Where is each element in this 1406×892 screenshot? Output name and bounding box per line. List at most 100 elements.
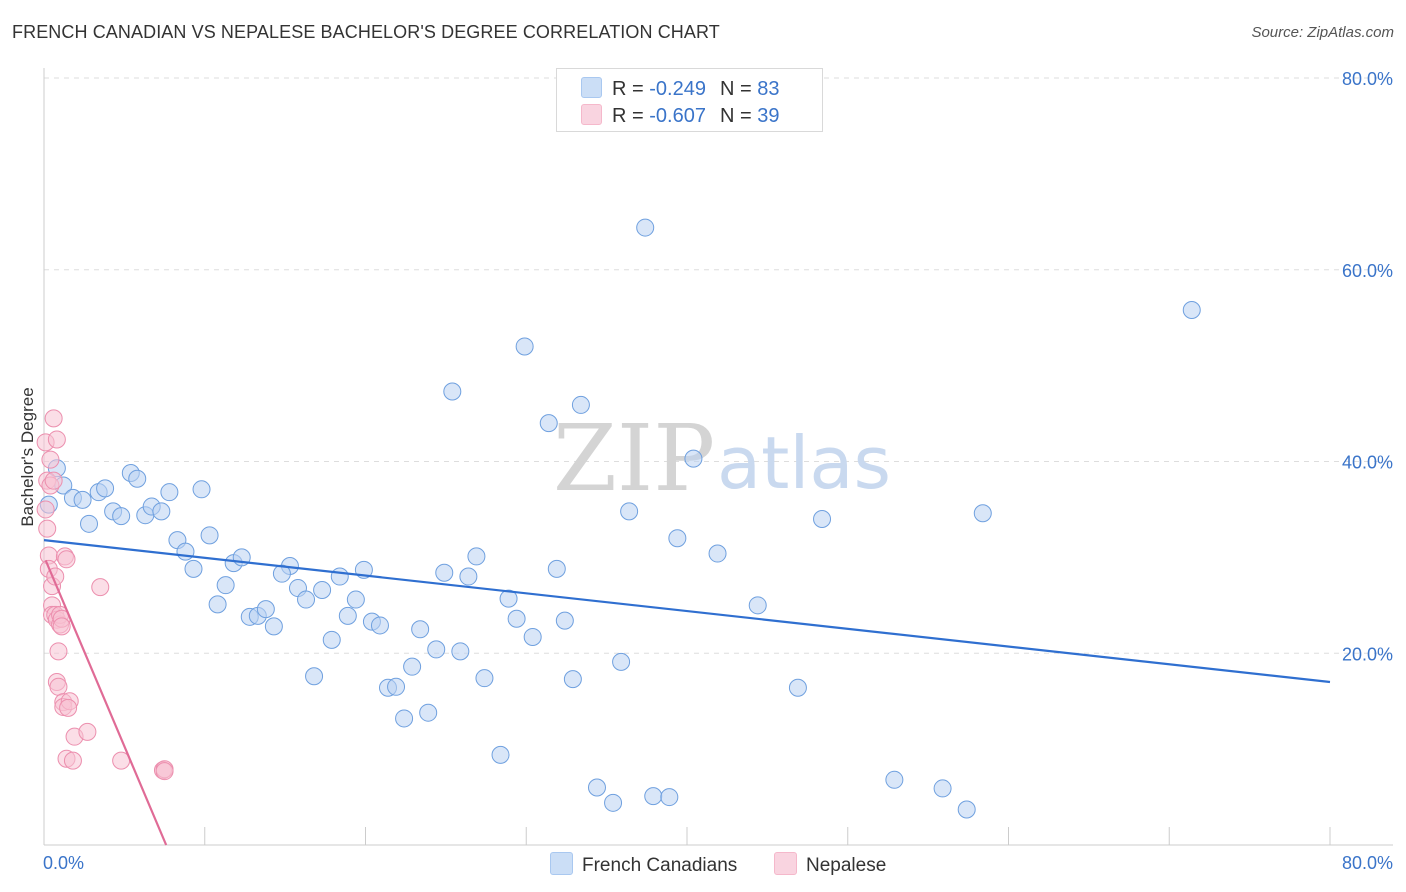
data-point: [305, 667, 324, 686]
legend-r-value: -0.607: [649, 105, 706, 127]
data-point: [491, 745, 510, 764]
data-point: [539, 414, 558, 433]
watermark: ZIP atlas: [553, 405, 891, 512]
data-point: [395, 709, 414, 728]
legend-r-label: R =: [612, 105, 650, 127]
y-tick-label: 20.0%: [1342, 644, 1393, 664]
data-point: [313, 580, 332, 599]
bottom-legend-swatch-blue: [550, 852, 573, 875]
data-point: [419, 703, 438, 722]
legend-n-label: N =: [719, 105, 758, 127]
data-point: [80, 514, 99, 533]
data-point: [59, 698, 78, 717]
data-point: [112, 507, 131, 526]
data-point: [387, 677, 406, 696]
legend-n-value: 39: [757, 105, 780, 127]
data-point: [52, 617, 71, 636]
y-axis-title: Bachelor's Degree: [18, 387, 37, 526]
data-point: [571, 395, 590, 414]
data-point: [644, 787, 663, 806]
data-point: [184, 559, 203, 578]
data-point: [44, 471, 63, 490]
source-label: Source: ZipAtlas.com: [1251, 24, 1394, 41]
data-point: [44, 409, 63, 428]
series-0: [39, 218, 1201, 819]
data-point: [885, 770, 904, 789]
data-point: [49, 642, 68, 661]
data-point: [411, 620, 430, 639]
data-point: [708, 544, 727, 563]
data-point: [152, 502, 171, 521]
legend-n-label: N =: [719, 78, 758, 100]
data-point: [155, 762, 174, 781]
data-point: [957, 800, 976, 819]
legend-swatch-blue: [581, 77, 602, 98]
grid-lines: [44, 77, 1393, 654]
bottom-legend-nepalese: Nepalese: [774, 852, 886, 877]
data-point: [128, 469, 147, 488]
data-point: [78, 722, 97, 741]
data-point: [403, 657, 422, 676]
x-tick-label: 80.0%: [1342, 853, 1393, 873]
data-point: [200, 526, 219, 545]
data-point: [587, 778, 606, 797]
data-point: [523, 627, 542, 646]
y-tick-label: 60.0%: [1342, 261, 1393, 281]
y-tick-label: 40.0%: [1342, 453, 1393, 473]
data-point: [620, 502, 639, 521]
bottom-legend-french-canadians: French Canadians: [550, 852, 737, 877]
data-point: [636, 218, 655, 237]
data-point: [330, 567, 349, 586]
chart-title: FRENCH CANADIAN VS NEPALESE BACHELOR'S D…: [12, 22, 720, 42]
data-point: [467, 547, 486, 566]
data-point: [427, 640, 446, 659]
data-point: [973, 504, 992, 523]
data-point: [36, 500, 55, 519]
data-point: [748, 596, 767, 615]
data-point: [370, 616, 389, 635]
data-point: [555, 611, 574, 630]
data-point: [91, 578, 110, 597]
tick-labels: 20.0% 40.0% 60.0% 80.0% 0.0% 80.0%: [43, 69, 1393, 873]
data-point: [264, 617, 283, 636]
data-point: [443, 382, 462, 401]
trend-lines: [43, 539, 1331, 846]
data-point: [346, 590, 365, 609]
legend-swatch-pink: [581, 104, 602, 125]
data-point: [297, 590, 316, 609]
bottom-legend-label: French Canadians: [582, 855, 738, 876]
data-point: [63, 751, 82, 770]
data-point: [160, 483, 179, 502]
legend-row-french-canadians: R = -0.249 N = 83: [581, 77, 779, 103]
data-point: [604, 793, 623, 812]
data-point: [57, 550, 76, 569]
data-point: [451, 642, 470, 661]
data-point: [660, 788, 679, 807]
data-points: [36, 218, 1201, 819]
data-point: [1182, 301, 1201, 320]
data-point: [933, 779, 952, 798]
series-1: [36, 409, 174, 781]
data-point: [176, 542, 195, 561]
data-point: [216, 576, 235, 595]
x-tick-label: 0.0%: [43, 853, 84, 873]
data-point: [547, 559, 566, 578]
trend-line: [44, 559, 168, 846]
watermark-atlas: atlas: [717, 421, 891, 505]
legend-r-label: R =: [612, 78, 650, 100]
legend-r-value: -0.249: [649, 78, 706, 100]
bottom-legend-swatch-pink: [774, 852, 797, 875]
data-point: [459, 567, 478, 586]
data-point: [563, 670, 582, 689]
data-point: [73, 490, 92, 509]
y-tick-label: 80.0%: [1342, 69, 1393, 89]
data-point: [435, 563, 454, 582]
data-point: [47, 430, 66, 449]
data-point: [668, 529, 687, 548]
data-point: [96, 479, 115, 498]
data-point: [515, 337, 534, 356]
data-point: [813, 510, 832, 529]
bottom-legend-label: Nepalese: [806, 855, 887, 876]
data-point: [49, 677, 68, 696]
data-point: [338, 606, 357, 625]
